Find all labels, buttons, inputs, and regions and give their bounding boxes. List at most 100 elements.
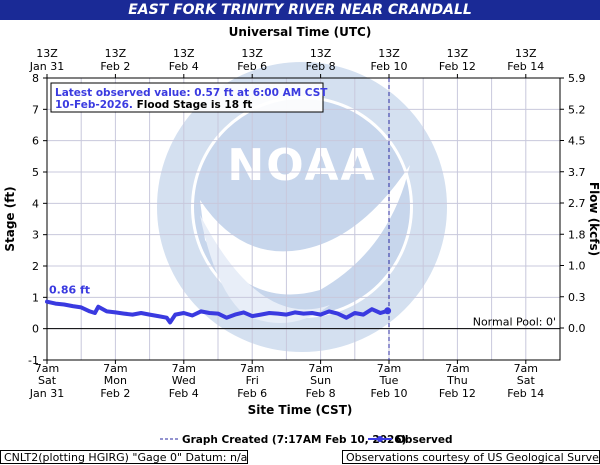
x-tick-label-date: Feb 14 bbox=[507, 387, 544, 400]
observed-point bbox=[113, 310, 117, 314]
y2-tick-label: 1.0 bbox=[568, 260, 586, 273]
observed-point bbox=[310, 311, 314, 315]
x-tick-label-day: Fri bbox=[246, 374, 259, 387]
x-tick-label-time: 7am bbox=[240, 362, 264, 375]
x-tick-label-time: 7am bbox=[377, 362, 401, 375]
observed-point bbox=[250, 314, 254, 318]
y-tick-label: 5 bbox=[32, 166, 39, 179]
observed-point bbox=[353, 311, 357, 315]
observed-point bbox=[302, 312, 305, 316]
x-tick-label-day: Sun bbox=[310, 374, 331, 387]
x-tick-label-date: Feb 8 bbox=[306, 387, 336, 400]
x-tick-label-date: Feb 10 bbox=[371, 387, 408, 400]
observed-series bbox=[45, 299, 392, 325]
info-box bbox=[50, 82, 324, 113]
observed-point bbox=[276, 312, 280, 316]
y2-tick-label: 3.7 bbox=[568, 166, 586, 179]
y2-axis-title: Flow (kcfs) bbox=[587, 182, 600, 256]
observed-point bbox=[148, 313, 152, 317]
observed-point bbox=[378, 311, 382, 315]
x-tick-label-date: Feb 12 bbox=[439, 387, 476, 400]
x-tick-label-day: Thu bbox=[446, 374, 468, 387]
x-tick-label-time: 7am bbox=[103, 362, 127, 375]
y-axis-title: Stage (ft) bbox=[3, 186, 17, 251]
observed-point bbox=[156, 314, 160, 318]
x-tick-label-time: 7am bbox=[514, 362, 538, 375]
observed-point bbox=[96, 305, 100, 309]
x-top-tick-label-hour: 13Z bbox=[447, 47, 469, 60]
info-latest-value: Latest observed value: 0.57 ft at 6:00 A… bbox=[55, 87, 328, 99]
x-top-tick-label-hour: 13Z bbox=[105, 47, 127, 60]
observed-point bbox=[139, 311, 143, 315]
x-top-tick-label-date: Jan 31 bbox=[29, 60, 64, 73]
y-tick-label: -1 bbox=[28, 354, 39, 367]
y2-tick-label: 2.7 bbox=[568, 197, 586, 210]
x-tick-label-day: Sat bbox=[517, 374, 536, 387]
observed-point bbox=[165, 316, 169, 320]
x-top-tick-label-date: Feb 10 bbox=[371, 60, 408, 73]
svg-text:NOAA: NOAA bbox=[227, 140, 376, 191]
observed-point bbox=[105, 309, 109, 313]
x-top-tick-label-date: Feb 2 bbox=[100, 60, 130, 73]
observed-point bbox=[336, 312, 340, 316]
y-tick-label: 2 bbox=[32, 260, 39, 273]
x-top-tick-label-date: Feb 6 bbox=[237, 60, 267, 73]
observed-point bbox=[62, 303, 66, 307]
x-tick-label-time: 7am bbox=[35, 362, 59, 375]
observed-point bbox=[199, 309, 203, 313]
y-tick-label: 8 bbox=[32, 72, 39, 85]
observed-point bbox=[242, 310, 246, 314]
x-tick-label-day: Wed bbox=[172, 374, 196, 387]
noaa-watermark-logo: NOAA bbox=[157, 62, 447, 352]
y2-tick-label: 5.9 bbox=[568, 72, 586, 85]
x-top-tick-label-hour: 13Z bbox=[515, 47, 537, 60]
observed-point bbox=[173, 313, 177, 317]
normal-pool-label: Normal Pool: 0' bbox=[473, 316, 556, 329]
observed-point bbox=[207, 311, 211, 315]
y2-tick-label: 0.3 bbox=[568, 291, 586, 304]
x-tick-label-date: Feb 4 bbox=[169, 387, 199, 400]
chart-title: EAST FORK TRINITY RIVER NEAR CRANDALL bbox=[0, 0, 600, 20]
legend-created-label: Graph Created (7:17AM Feb 10, 2026) bbox=[182, 434, 406, 446]
observed-point bbox=[267, 311, 271, 315]
observed-point bbox=[259, 313, 263, 317]
x-top-tick-label-hour: 13Z bbox=[378, 47, 400, 60]
first-value-label: 0.86 ft bbox=[49, 284, 90, 297]
x-tick-label-day: Tue bbox=[379, 374, 399, 387]
y-tick-label: 3 bbox=[32, 229, 39, 242]
y-tick-label: 7 bbox=[32, 103, 39, 116]
x-top-tick-label-hour: 13Z bbox=[36, 47, 58, 60]
observed-point bbox=[190, 314, 194, 318]
y2-tick-label: 1.8 bbox=[568, 228, 586, 241]
x-top-tick-label-date: Feb 12 bbox=[439, 60, 476, 73]
x-tick-label-day: Sat bbox=[38, 374, 57, 387]
observed-point bbox=[216, 312, 220, 316]
y-tick-label: 6 bbox=[32, 135, 39, 148]
observed-point bbox=[93, 311, 97, 315]
info-flood-stage: 10-Feb-2026. Flood Stage is 18 ft bbox=[55, 99, 252, 111]
observed-point bbox=[168, 320, 172, 324]
observed-point bbox=[122, 312, 126, 316]
x-top-tick-label-hour: 13Z bbox=[241, 47, 263, 60]
x-tick-label-time: 7am bbox=[308, 362, 332, 375]
observed-point bbox=[88, 309, 92, 313]
x-top-tick-label-date: Feb 8 bbox=[306, 60, 336, 73]
observed-point bbox=[54, 302, 58, 306]
observed-point bbox=[344, 316, 348, 320]
latest-observed-point bbox=[384, 307, 392, 315]
chart-axes bbox=[43, 74, 564, 364]
x-top-tick-label-hour: 13Z bbox=[310, 47, 332, 60]
y2-tick-label: 0.0 bbox=[568, 322, 586, 335]
x-tick-label-day: Mon bbox=[104, 374, 127, 387]
observed-point bbox=[225, 316, 229, 320]
x-tick-label-time: 7am bbox=[172, 362, 196, 375]
observed-point bbox=[284, 313, 288, 317]
footer-credit: Observations courtesy of US Geological S… bbox=[342, 450, 600, 464]
x-tick-label-time: 7am bbox=[445, 362, 469, 375]
chart-grid bbox=[46, 77, 560, 361]
x-tick-label-date: Feb 6 bbox=[237, 387, 267, 400]
legend-observed-label: Observed bbox=[396, 434, 452, 446]
y-tick-label: 1 bbox=[32, 291, 39, 304]
observed-point bbox=[327, 309, 331, 313]
x-top-tick-label-hour: 13Z bbox=[173, 47, 195, 60]
